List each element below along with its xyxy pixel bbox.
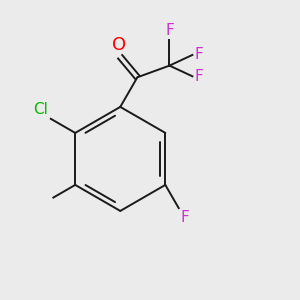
Text: O: O <box>112 36 126 54</box>
Text: Cl: Cl <box>34 102 48 117</box>
Text: F: F <box>195 46 203 62</box>
Text: F: F <box>195 69 203 84</box>
Text: F: F <box>165 23 174 38</box>
Text: F: F <box>180 210 189 225</box>
